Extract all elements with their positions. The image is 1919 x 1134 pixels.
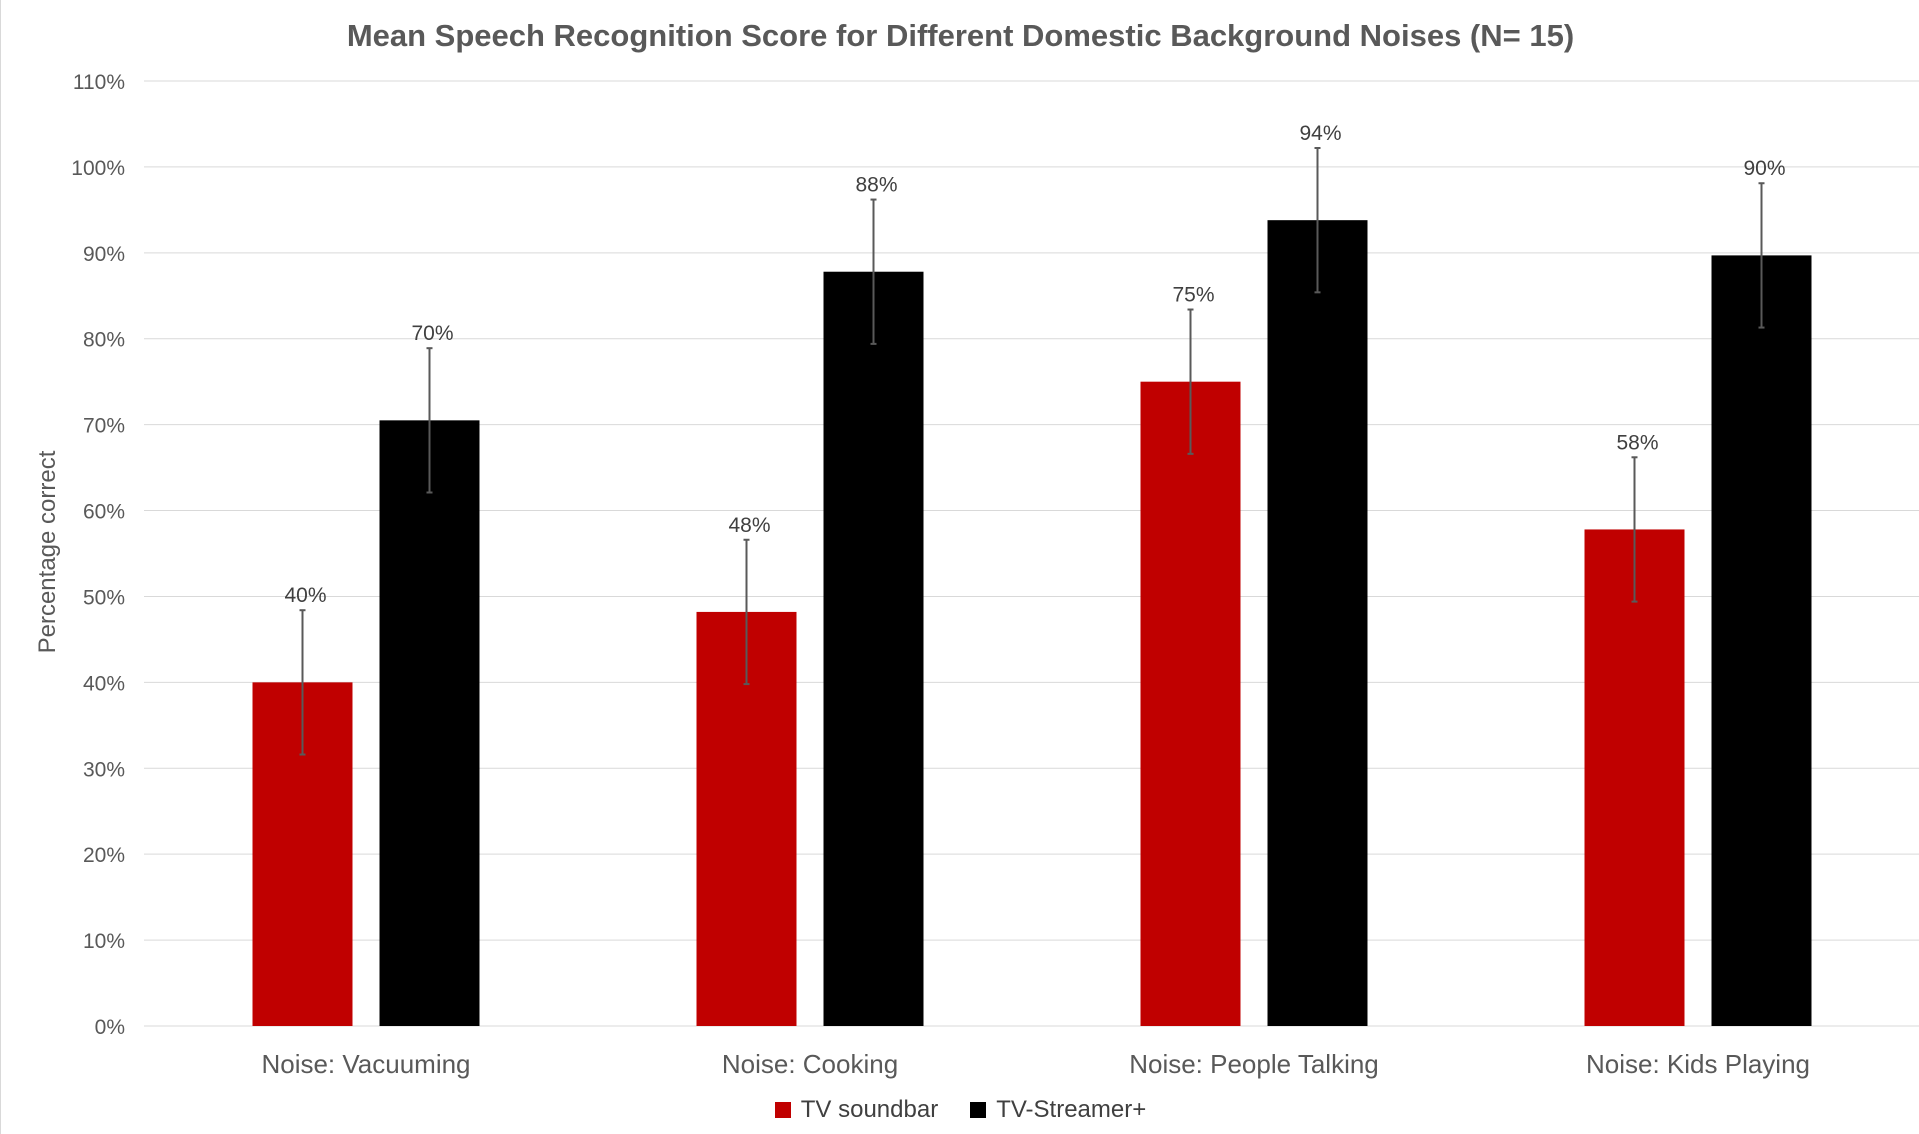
y-tick-label: 50%	[83, 586, 125, 609]
y-tick-label: 60%	[83, 501, 125, 524]
category-label: Noise: People Talking	[1129, 1049, 1379, 1079]
y-tick-label: 70%	[83, 415, 125, 438]
data-label: 48%	[728, 514, 770, 537]
bar-tv-streamer	[379, 420, 480, 1026]
category-label: Noise: Kids Playing	[1586, 1049, 1810, 1079]
legend-label-tv-streamer: TV-Streamer+	[996, 1096, 1147, 1123]
legend-label-tv-soundbar: TV soundbar	[800, 1096, 939, 1123]
data-label: 70%	[411, 322, 453, 345]
bar-tv-streamer	[823, 271, 924, 1027]
bar-tv-soundbar	[1140, 381, 1241, 1026]
data-label: 88%	[855, 174, 897, 197]
chart-title: Mean Speech Recognition Score for Differ…	[346, 18, 1575, 53]
data-label: 58%	[1616, 431, 1658, 454]
data-label: 40%	[284, 584, 326, 607]
y-tick-label: 80%	[83, 329, 125, 352]
legend-swatch-tv-streamer	[970, 1102, 987, 1118]
data-label: 90%	[1743, 157, 1785, 180]
y-tick-label: 0%	[95, 1016, 125, 1039]
bar-tv-streamer	[1267, 220, 1368, 1026]
y-tick-label: 40%	[83, 672, 125, 695]
category-label: Noise: Vacuuming	[261, 1049, 470, 1079]
legend-item-tv-streamer: TV-Streamer+	[970, 1096, 1146, 1124]
bar-tv-streamer	[1711, 255, 1812, 1027]
legend-swatch-tv-soundbar	[774, 1102, 791, 1118]
data-label: 75%	[1172, 284, 1214, 307]
y-tick-label: 30%	[83, 758, 125, 781]
data-label: 94%	[1299, 122, 1341, 145]
y-tick-label: 90%	[83, 243, 125, 266]
legend-item-tv-soundbar: TV soundbar	[774, 1096, 939, 1124]
y-tick-label: 20%	[83, 844, 125, 867]
y-tick-label: 100%	[71, 157, 125, 180]
bar-tv-soundbar	[1584, 529, 1685, 1026]
y-tick-label: 10%	[83, 930, 125, 953]
y-tick-label: 110%	[73, 71, 125, 94]
category-label: Noise: Cooking	[722, 1049, 898, 1079]
legend: TV soundbar TV-Streamer+	[1, 1096, 1919, 1124]
